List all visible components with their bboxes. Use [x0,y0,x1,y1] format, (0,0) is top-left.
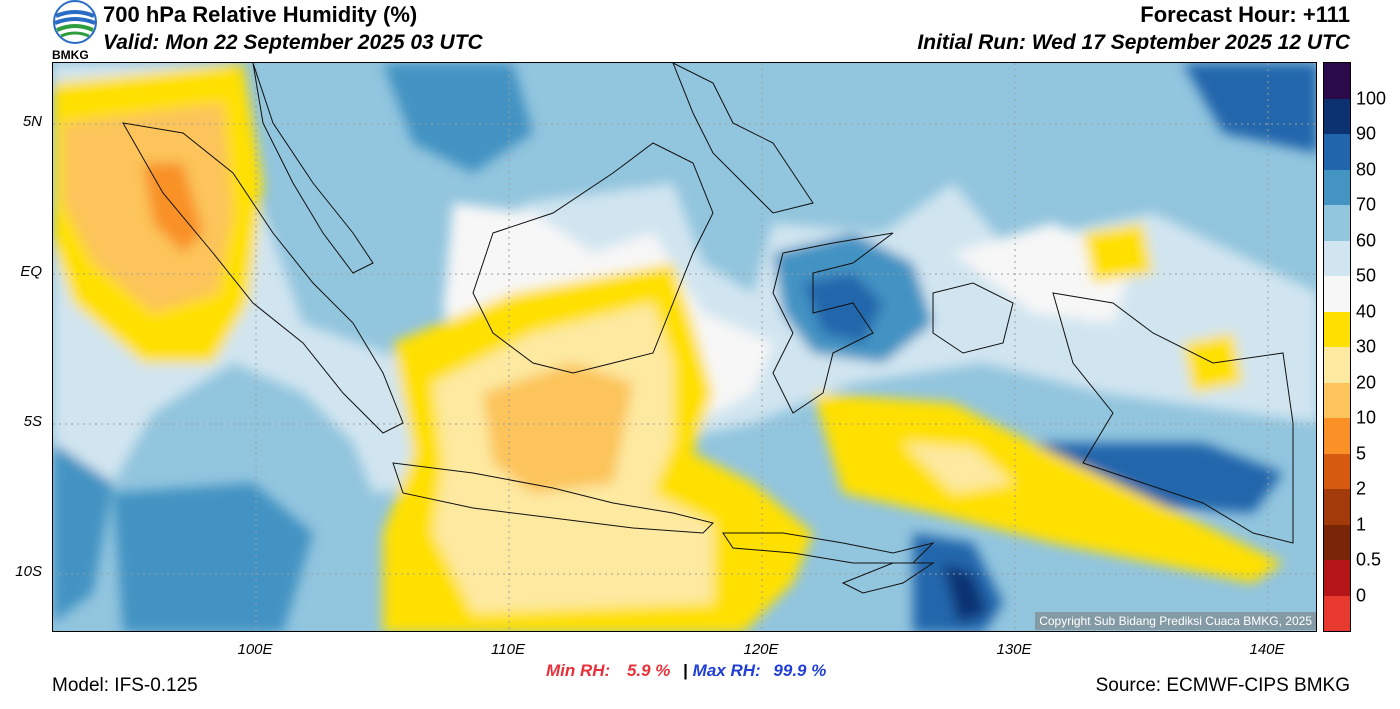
timor-coast [841,562,935,594]
lon-label-100e: 100E [237,641,273,658]
moist-band-sw [53,443,113,623]
colorbar-segment [1324,489,1350,525]
colorbar-segment [1324,98,1350,134]
dry-band-west [53,63,1316,493]
humidity-map [52,62,1317,632]
colorbar-segment [1324,134,1350,170]
lon-label-130e: 130E [996,641,1032,658]
initial-run: Initial Run: Wed 17 September 2025 12 UT… [917,31,1350,54]
lat-label-5s: 5S [23,413,42,430]
colorbar-tick-label: 0 [1356,585,1367,605]
colorbar-tick-label: 1 [1356,514,1367,534]
copyright-notice: Copyright Sub Bidang Prediksi Cuaca BMKG… [1035,612,1316,630]
colorbar-segment [1324,453,1350,489]
logo-text: BMKG [52,48,89,62]
colorbar-segment [1324,382,1350,418]
max-rh-label: Max RH: [692,661,761,680]
colorbar-segment [1324,276,1350,312]
colorbar-segment [1324,524,1350,560]
colorbar-segment [1324,311,1350,347]
chart-title: 700 hPa Relative Humidity (%) [103,2,418,27]
model-label: Model: IFS-0.125 [52,675,198,696]
dry-patch-papua-north [1083,223,1153,283]
colorbar-tick-label: 20 [1356,372,1377,392]
colorbar-tick-label: 30 [1356,336,1377,357]
colorbar-segment [1324,560,1350,596]
papua-coast [1052,292,1294,544]
nusa-tenggara-coast [722,532,935,564]
source-label: Source: ECMWF-CIPS BMKG [1095,675,1350,696]
moist-core-sulawesi-inner [803,273,883,343]
min-rh-value: 5.9 % [626,661,671,680]
lat-label-5n: 5N [22,113,42,130]
colorbar-segment [1324,205,1350,241]
lat-label-eq: EQ [20,263,42,280]
colorbar-segment [1324,240,1350,276]
dry-region-banda [813,393,1283,583]
lon-label-120e: 120E [743,641,779,658]
colorbar-tick-label: 10 [1356,407,1377,428]
max-rh-value: 99.9 % [773,661,827,680]
lon-label-140e: 140E [1249,641,1285,658]
dry-region-banda-inner [903,443,1013,493]
colorbar-segment [1324,63,1350,99]
forecast-hour: Forecast Hour: +111 [1140,2,1350,27]
colorbar-segment [1324,347,1350,383]
philippines-coast [672,63,814,214]
moist-band-north [383,63,533,173]
minmax-separator: | [683,661,688,680]
dry-core-sumatra [143,163,203,253]
coastlines [122,63,1294,594]
colorbar-tick-label: 80 [1356,159,1377,179]
moist-band-ne [1183,63,1316,153]
bmkg-logo [50,0,100,62]
colorbar-tick-label: 50 [1356,265,1377,286]
colorbar-segment [1324,418,1350,454]
colorbar [1323,62,1351,632]
colorbar-segment [1324,169,1350,205]
colorbar-tick-label: 40 [1356,301,1377,321]
colorbar-tick-label: 5 [1356,443,1367,463]
min-rh-label: Min RH: [546,661,611,680]
valid-time: Valid: Mon 22 September 2025 03 UTC [103,31,483,54]
sulawesi-coast [772,232,894,414]
colorbar-tick-label: 90 [1356,123,1377,144]
malay-peninsula-coast [252,63,374,274]
colorbar-segment [1324,595,1350,631]
colorbar-tick-label: 70 [1356,194,1377,215]
colorbar-tick-label: 0.5 [1356,549,1382,570]
dry-core-java-sea [483,363,633,493]
dry-region-sumatra-inner [63,103,233,313]
maluku-coast [932,282,1014,354]
lon-label-110e: 110E [491,641,525,658]
min-max-readout: Min RH: 5.9 % | Max RH: 99.9 % [546,661,826,681]
colorbar-tick-label: 100 [1356,88,1387,108]
moist-band-west-ocean [113,483,313,631]
lat-label-10s: 10S [15,563,42,580]
java-coast [392,462,714,534]
borneo-coast [472,142,714,374]
colorbar-tick-label: 60 [1356,230,1377,250]
sumatra-coast [122,122,404,434]
colorbar-tick-label: 2 [1356,478,1367,499]
moist-core-timor-inner [943,563,988,623]
